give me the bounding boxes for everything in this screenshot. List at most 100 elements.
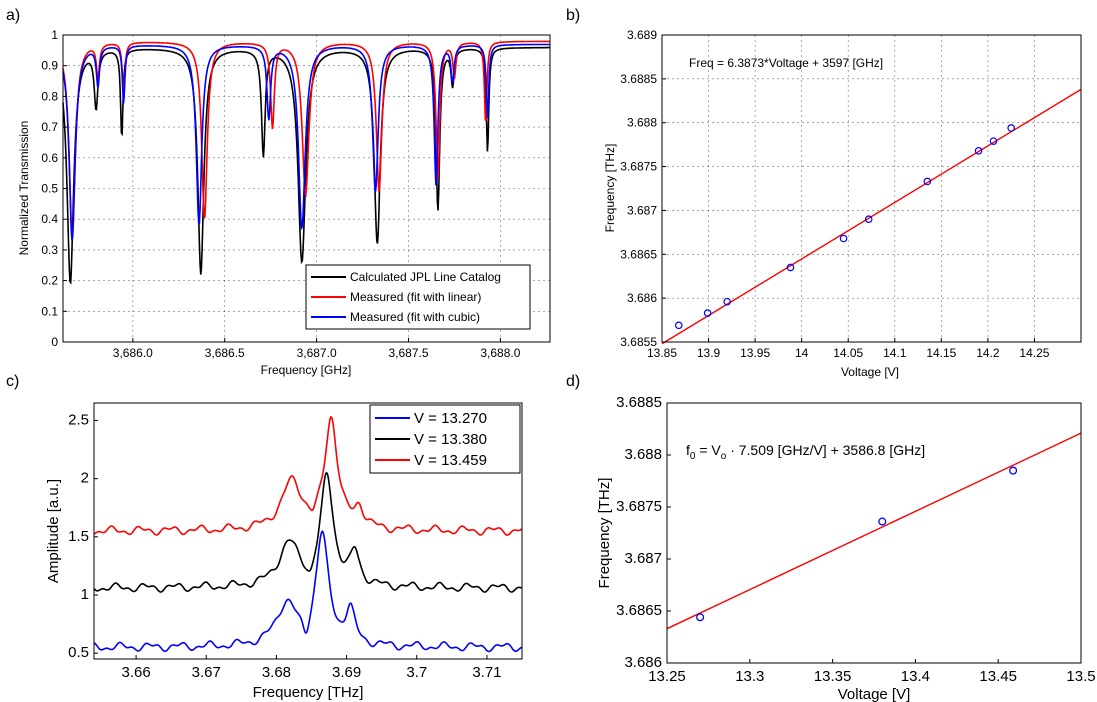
chart-b-point bbox=[974, 146, 983, 155]
chart-a-ytick-label: 1 bbox=[51, 28, 58, 42]
chart-d-ytick-label: 3.6865 bbox=[616, 602, 662, 619]
chart-c-ytick-label: 1 bbox=[81, 586, 89, 603]
chart-b-point bbox=[1007, 124, 1015, 132]
chart-b: 13.85 13.9 13.95 14 14.05 14.1 14.15 14.2 14.25 3… bbox=[603, 28, 1082, 379]
chart-b-point bbox=[703, 309, 712, 317]
chart-b-ytick-label: 3.6855 bbox=[620, 335, 657, 349]
chart-d-ytick-label: 3.687 bbox=[624, 550, 662, 567]
chart-b-xtick-label: 14.1 bbox=[883, 346, 907, 360]
chart-a-xtick-label: 3,686.0 bbox=[113, 346, 153, 360]
chart-d-ytick-label: 3.686 bbox=[624, 654, 662, 671]
chart-b-ytick-label: 3.688 bbox=[627, 116, 657, 130]
annotation-mid: = V bbox=[695, 442, 721, 458]
chart-b-xtick-label: 14.25 bbox=[1019, 346, 1049, 360]
chart-c-series-line-1 bbox=[93, 471, 523, 593]
chart-c-xlabel: Frequency [THz] bbox=[253, 684, 364, 701]
chart-d-ytick-label: 3.6885 bbox=[616, 394, 662, 411]
chart-a-series bbox=[62, 40, 550, 285]
chart-b-xtick-label: 13.95 bbox=[740, 346, 770, 360]
chart-b-ylabel: Frequency [THz] bbox=[603, 144, 617, 233]
chart-d-ylabel: Frequency [THz] bbox=[596, 478, 613, 589]
chart-a-legend-cubic: Measured (fit with cubic) bbox=[350, 310, 480, 324]
chart-b-point bbox=[839, 234, 848, 243]
annotation-f: f bbox=[686, 442, 690, 458]
chart-c-ytick-label: 1.5 bbox=[68, 528, 89, 545]
chart-b-fit-line bbox=[661, 88, 1082, 345]
chart-a: 3,686.0 3,686.5 3,687.0 3,687.5 3,688.0 0 0.1 0… bbox=[17, 28, 551, 377]
chart-b-ticks: 13.85 13.9 13.95 14 14.05 14.1 14.15 14.2 14.25 3… bbox=[620, 28, 1049, 360]
chart-b-point bbox=[923, 177, 932, 186]
chart-b-ytick-label: 3.687 bbox=[627, 203, 657, 217]
chart-d-ytick-label: 3.688 bbox=[624, 446, 662, 463]
chart-c-xtick-label: 3.7 bbox=[406, 664, 427, 681]
annotation-rest: · 7.509 [GHz/V] + 3586.8 [GHz] bbox=[726, 442, 925, 458]
chart-c-ytick-label: 2.5 bbox=[68, 411, 89, 428]
chart-b-series bbox=[661, 88, 1082, 345]
chart-d-xtick-label: 13.35 bbox=[814, 668, 852, 685]
chart-d-ytick-label: 3.6875 bbox=[616, 498, 662, 515]
chart-b-xtick-label: 13.85 bbox=[647, 346, 677, 360]
chart-c-ytick-label: 0.5 bbox=[68, 644, 89, 661]
chart-a-ytick-label: 0.6 bbox=[41, 151, 58, 165]
chart-a-xtick-label: 3,687.0 bbox=[297, 346, 337, 360]
chart-b-xtick-label: 14.05 bbox=[833, 346, 863, 360]
chart-a-xtick-label: 3,686.5 bbox=[205, 346, 245, 360]
chart-c-legend-2: V = 13.380 bbox=[414, 431, 487, 448]
chart-d-annotation: f0 = Vo · 7.509 [GHz/V] + 3586.8 [GHz] bbox=[686, 442, 925, 462]
chart-d-series bbox=[666, 432, 1082, 630]
chart-b-ytick-label: 3.6875 bbox=[620, 160, 657, 174]
chart-a-ytick-label: 0.5 bbox=[41, 182, 58, 196]
chart-b-frame bbox=[661, 34, 1082, 343]
panel-a-label: a) bbox=[6, 7, 20, 24]
chart-b-point bbox=[674, 321, 683, 330]
panel-c-label: c) bbox=[6, 373, 19, 390]
chart-c-ytick-label: 2 bbox=[81, 470, 89, 487]
chart-b-point bbox=[864, 215, 873, 224]
chart-d-xtick-label: 13.3 bbox=[735, 668, 764, 685]
chart-c-ylabel: Amplitude [a.u.] bbox=[45, 479, 62, 583]
chart-a-ytick-label: 0.9 bbox=[41, 59, 58, 73]
chart-a-series-line-1 bbox=[62, 40, 550, 238]
chart-c-frame bbox=[93, 402, 523, 660]
chart-b-grid bbox=[661, 34, 1081, 343]
chart-b-ytick-label: 3.686 bbox=[627, 291, 657, 305]
chart-b-point bbox=[989, 137, 998, 145]
chart-a-ytick-label: 0 bbox=[51, 335, 58, 349]
chart-d: 13.25 13.3 13.35 13.4 13.45 13.5 3.686 3.6865 3.… bbox=[596, 394, 1096, 702]
chart-c-xtick-label: 3.69 bbox=[332, 664, 361, 681]
annotation-sub-o: o bbox=[721, 451, 727, 462]
chart-d-xtick-label: 13.25 bbox=[648, 668, 686, 685]
chart-a-series-line-0 bbox=[62, 46, 550, 285]
chart-b-xtick-label: 13.9 bbox=[697, 346, 721, 360]
chart-a-series-line-2 bbox=[62, 43, 550, 241]
chart-b-xtick-label: 14.15 bbox=[926, 346, 956, 360]
chart-c-series-line-0 bbox=[93, 530, 523, 653]
chart-d-xtick-label: 13.45 bbox=[979, 668, 1017, 685]
chart-c-series bbox=[93, 416, 523, 653]
chart-a-ytick-label: 0.7 bbox=[41, 120, 58, 134]
panel-b-label: b) bbox=[566, 7, 580, 24]
chart-b-xtick-label: 14.2 bbox=[976, 346, 1000, 360]
panel-d-label: d) bbox=[566, 373, 580, 390]
chart-a-ylabel: Normalized Transmission bbox=[17, 121, 31, 256]
chart-c-legend-3: V = 13.459 bbox=[414, 452, 487, 469]
chart-a-ytick-label: 0.8 bbox=[41, 89, 58, 103]
chart-a-legend: Calculated JPL Line Catalog Measured (fi… bbox=[305, 264, 531, 330]
chart-a-ticks: 3,686.0 3,686.5 3,687.0 3,687.5 3,688.0 0 0.1 0… bbox=[41, 28, 520, 360]
chart-a-ytick-label: 0.1 bbox=[41, 304, 58, 318]
chart-b-ytick-label: 3.6885 bbox=[620, 72, 657, 86]
chart-b-point bbox=[723, 297, 731, 306]
chart-d-point bbox=[696, 613, 705, 622]
chart-a-xtick-label: 3,687.5 bbox=[388, 346, 428, 360]
chart-d-xtick-label: 13.5 bbox=[1066, 668, 1095, 685]
chart-b-xtick-label: 14 bbox=[795, 346, 809, 360]
annotation-sub-0: 0 bbox=[690, 451, 696, 462]
chart-a-xlabel: Frequency [GHz] bbox=[261, 363, 352, 377]
chart-a-legend-linear: Measured (fit with linear) bbox=[350, 290, 481, 304]
chart-b-annotation: Freq = 6.3873*Voltage + 3597 [GHz] bbox=[689, 56, 883, 70]
chart-d-fit-line bbox=[666, 432, 1082, 630]
chart-c-series-line-2 bbox=[93, 416, 523, 536]
chart-c-legend: V = 13.270 V = 13.380 V = 13.459 bbox=[369, 404, 521, 474]
chart-a-legend-jpl: Calculated JPL Line Catalog bbox=[350, 270, 501, 284]
